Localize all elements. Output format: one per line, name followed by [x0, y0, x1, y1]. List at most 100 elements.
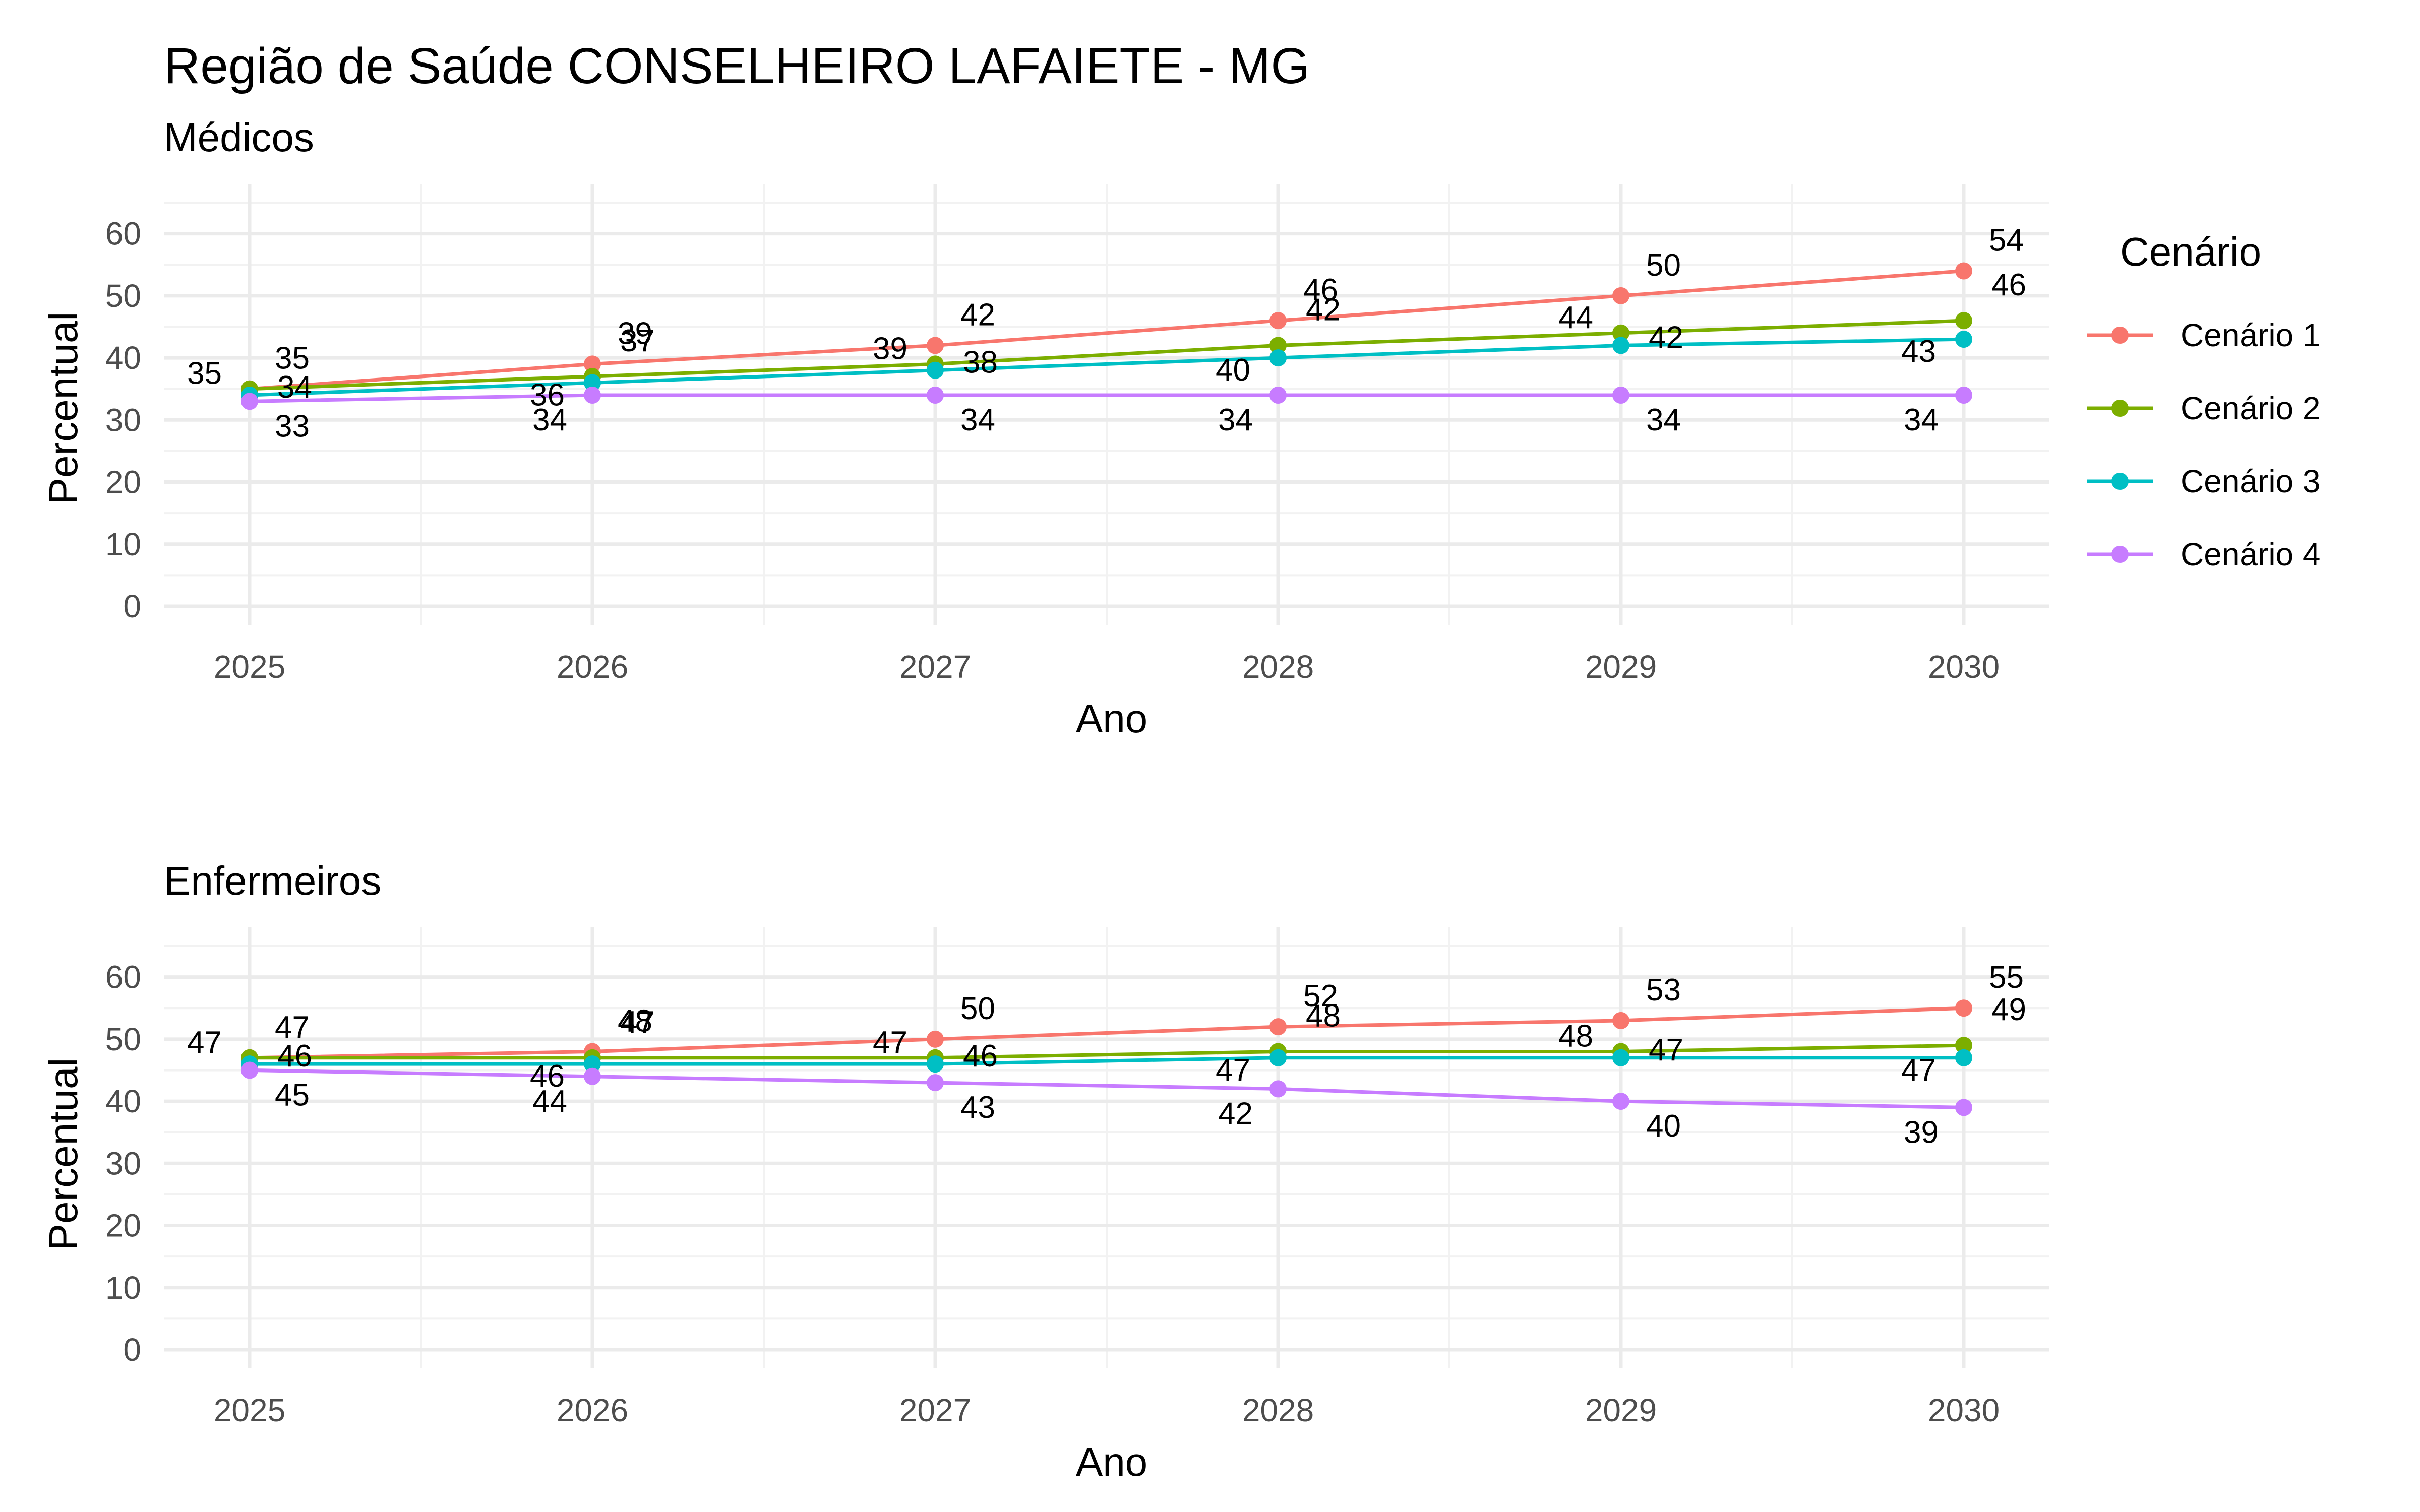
- data-label-cenario-1: 35: [275, 341, 310, 376]
- y-tick-label: 60: [105, 959, 141, 995]
- data-point-cenario-3: [1955, 1049, 1972, 1066]
- data-label-cenario-1: 50: [1646, 248, 1681, 283]
- data-point-cenario-4: [584, 387, 601, 404]
- data-label-cenario-2: 48: [1306, 998, 1341, 1033]
- data-label-cenario-2: 35: [187, 356, 222, 391]
- data-point-cenario-1: [1612, 1012, 1629, 1029]
- legend-key-point-cenario-3: [2111, 473, 2129, 490]
- series-line-cenario-1: [249, 1006, 1964, 1060]
- data-point-cenario-4: [241, 1061, 258, 1079]
- data-point-cenario-1: [1612, 287, 1629, 304]
- data-point-cenario-1: [1955, 262, 1972, 280]
- data-label-cenario-1: 48: [618, 1003, 652, 1038]
- data-label-cenario-2: 48: [1558, 1019, 1593, 1053]
- data-label-cenario-3: 40: [1216, 353, 1250, 388]
- data-point-cenario-2: [1955, 1037, 1972, 1054]
- data-label-cenario-3: 46: [277, 1039, 312, 1074]
- data-point-cenario-3: [927, 361, 944, 379]
- data-point-cenario-3: [1269, 1049, 1287, 1066]
- series-line-cenario-3: [250, 1056, 1964, 1066]
- x-tick-label: 2030: [1928, 1392, 2000, 1428]
- y-tick-label: 60: [105, 216, 141, 252]
- data-point-cenario-1: [927, 1030, 944, 1048]
- data-point-cenario-1: [584, 355, 601, 373]
- data-point-cenario-2: [1612, 324, 1629, 342]
- series-line-cenario-3: [249, 337, 1964, 397]
- data-label-cenario-2: 37: [620, 324, 655, 358]
- x-tick-label: 2029: [1585, 649, 1657, 685]
- data-label-cenario-3: 47: [1649, 1033, 1683, 1067]
- y-tick-label: 0: [123, 1332, 141, 1368]
- data-label-cenario-1: 50: [960, 991, 995, 1026]
- data-label-cenario-3: 47: [1901, 1053, 1936, 1088]
- x-tick-label: 2026: [557, 649, 628, 685]
- series-line-cenario-4: [249, 1068, 1964, 1109]
- data-point-cenario-3: [1269, 349, 1287, 367]
- data-point-cenario-3: [927, 1055, 944, 1073]
- data-point-cenario-4: [927, 1074, 944, 1092]
- y-tick-label: 10: [105, 1270, 141, 1306]
- data-label-cenario-4: 33: [275, 409, 310, 444]
- data-label-cenario-4: 40: [1646, 1109, 1681, 1144]
- data-point-cenario-4: [241, 393, 258, 410]
- data-label-cenario-1: 47: [275, 1010, 310, 1045]
- data-point-cenario-4: [1612, 387, 1629, 404]
- data-label-cenario-1: 54: [1989, 223, 2024, 258]
- y-tick-label: 10: [105, 526, 141, 562]
- legend-key-point-cenario-4: [2111, 546, 2129, 563]
- enfermeiros-y-axis-title: Percentual: [41, 1058, 86, 1250]
- medicos-x-axis-title: Ano: [1076, 696, 1147, 741]
- legend-label-cenario-4: Cenário 4: [2181, 536, 2321, 573]
- enfermeiros-subtitle: Enfermeiros: [164, 858, 381, 903]
- y-tick-label: 20: [105, 464, 141, 500]
- data-point-cenario-3: [584, 374, 601, 392]
- data-label-cenario-2: 39: [873, 331, 908, 366]
- data-label-cenario-3: 38: [963, 345, 998, 380]
- data-label-cenario-3: 34: [277, 370, 312, 405]
- y-tick-label: 30: [105, 402, 141, 438]
- data-point-cenario-1: [1269, 1018, 1287, 1036]
- x-tick-label: 2028: [1242, 1392, 1314, 1428]
- data-point-cenario-1: [927, 337, 944, 354]
- data-label-cenario-2: 47: [873, 1025, 908, 1060]
- x-tick-label: 2026: [557, 1392, 628, 1428]
- data-label-cenario-4: 34: [1218, 403, 1253, 437]
- x-tick-label: 2028: [1242, 649, 1314, 685]
- data-point-cenario-3: [1612, 1049, 1629, 1066]
- x-tick-label: 2030: [1928, 649, 2000, 685]
- y-tick-label: 40: [105, 1083, 141, 1119]
- data-label-cenario-1: 46: [1303, 273, 1338, 307]
- data-point-cenario-1: [1955, 999, 1972, 1017]
- data-point-cenario-4: [1612, 1093, 1629, 1110]
- data-label-cenario-4: 44: [532, 1084, 567, 1119]
- data-label-cenario-2: 47: [187, 1025, 222, 1060]
- data-point-cenario-3: [1612, 337, 1629, 354]
- y-tick-label: 20: [105, 1208, 141, 1244]
- data-label-cenario-1: 39: [618, 316, 652, 351]
- data-point-cenario-4: [584, 1067, 601, 1085]
- x-tick-label: 2027: [899, 1392, 971, 1428]
- data-point-cenario-4: [1269, 387, 1287, 404]
- data-label-cenario-4: 34: [960, 403, 995, 437]
- data-label-cenario-4: 34: [532, 403, 567, 437]
- legend-key-point-cenario-2: [2111, 400, 2129, 417]
- legend-title: Cenário: [2120, 229, 2261, 274]
- data-point-cenario-2: [1955, 312, 1972, 330]
- y-tick-label: 40: [105, 340, 141, 376]
- series-line-cenario-2: [249, 319, 1964, 391]
- data-point-cenario-4: [1955, 387, 1972, 404]
- data-label-cenario-1: 53: [1646, 973, 1681, 1007]
- data-label-cenario-2: 49: [1991, 992, 2026, 1027]
- data-label-cenario-3: 47: [1216, 1053, 1250, 1088]
- data-point-cenario-4: [1269, 1080, 1287, 1098]
- legend: Cenário Cenário 1 Cenário 2 Cenário 3 Cenár…: [2087, 229, 2321, 573]
- data-label-cenario-2: 42: [1306, 292, 1341, 327]
- data-point-cenario-2: [1269, 337, 1287, 354]
- chart-title: Região de Saúde CONSELHEIRO LAFAIETE - M…: [164, 38, 1310, 94]
- data-label-cenario-4: 42: [1218, 1096, 1253, 1131]
- data-label-cenario-3: 42: [1649, 320, 1683, 355]
- data-label-cenario-3: 36: [530, 377, 565, 412]
